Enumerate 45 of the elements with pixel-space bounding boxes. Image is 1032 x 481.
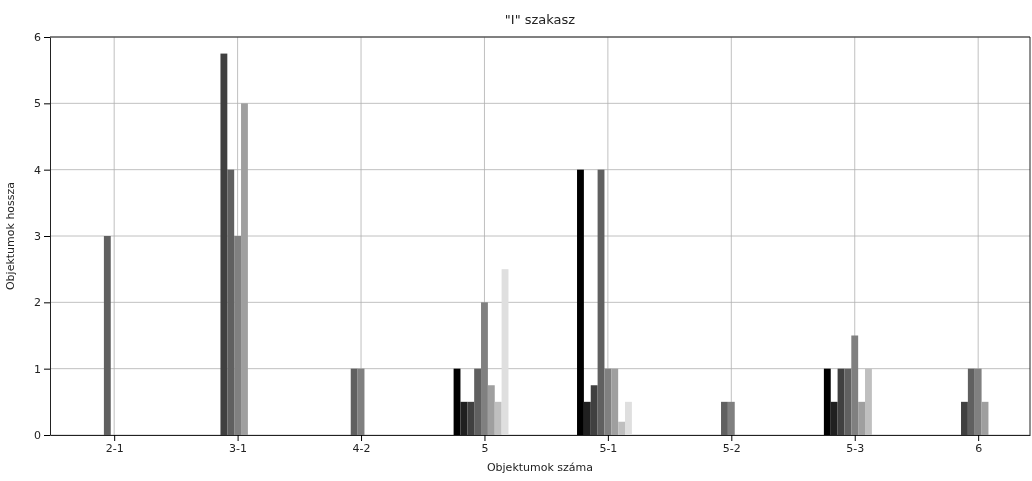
bar: [974, 368, 982, 435]
bar: [844, 368, 852, 435]
bar: [625, 401, 632, 435]
x-tick-label: 6: [975, 441, 983, 455]
chart-title: "I" szakasz: [504, 12, 576, 27]
bar: [494, 401, 502, 435]
bar: [727, 401, 735, 435]
bar: [858, 401, 866, 435]
bar: [227, 169, 235, 435]
bar: [865, 368, 872, 435]
x-tick-label: 4-2: [352, 441, 371, 455]
y-tick-label: 0: [34, 429, 41, 443]
bar: [487, 385, 495, 435]
x-tick-label: 3-1: [229, 441, 248, 455]
x-tick-label: 5-2: [722, 441, 741, 455]
y-tick-label: 5: [34, 97, 41, 111]
bar: [474, 368, 482, 435]
bar: [604, 368, 612, 435]
bar: [350, 368, 358, 435]
x-tick-label: 2-1: [105, 441, 124, 455]
x-tick-label: 5: [481, 441, 489, 455]
bar: [577, 169, 584, 435]
bar: [467, 401, 475, 435]
y-tick-label: 2: [34, 296, 41, 310]
x-tick-label: 5-1: [599, 441, 618, 455]
bar: [611, 368, 619, 435]
y-tick-label: 6: [34, 31, 41, 45]
bar: [823, 368, 831, 435]
bar: [851, 335, 859, 435]
bar: [967, 368, 975, 435]
bar: [481, 302, 488, 435]
bar: [241, 103, 248, 435]
bar: [721, 401, 728, 435]
y-tick-label: 3: [34, 230, 41, 244]
bar: [103, 236, 111, 435]
y-tick-label: 4: [34, 163, 41, 177]
bar: [590, 385, 598, 435]
x-tick-label: 5-3: [846, 441, 865, 455]
y-tick-label: 1: [34, 362, 41, 376]
y-axis-title: Objektumok hossza: [4, 181, 17, 291]
x-axis-title: Objektumok száma: [486, 461, 594, 474]
bar: [961, 401, 968, 435]
bar: [618, 421, 626, 435]
bar: [234, 236, 242, 435]
bar: [220, 53, 228, 435]
